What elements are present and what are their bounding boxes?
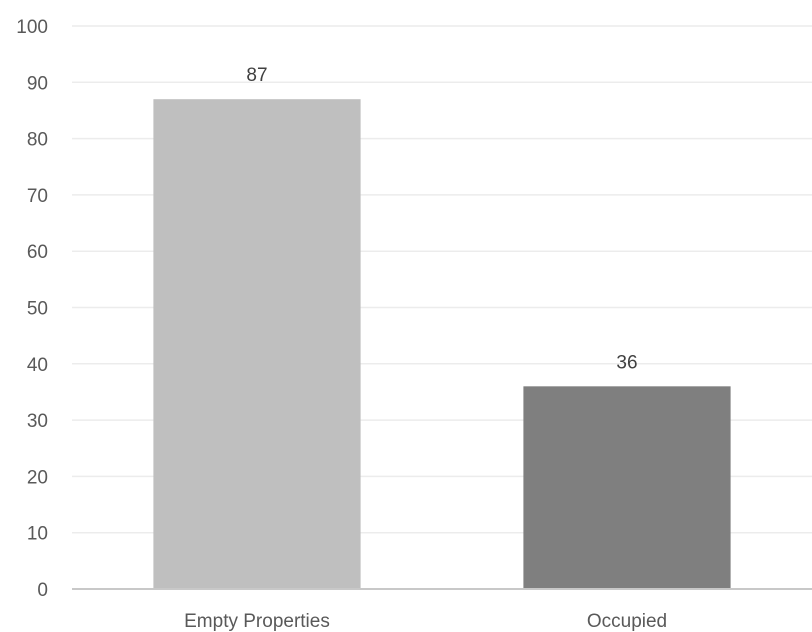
- y-tick-label-40: 40: [27, 355, 48, 376]
- y-tick-label-10: 10: [27, 524, 48, 545]
- data-label-occupied: 36: [616, 352, 637, 373]
- y-tick-label-0: 0: [37, 580, 48, 601]
- bar-occupied: [523, 386, 731, 589]
- bars: [153, 99, 731, 589]
- x-tick-label-empty-properties: Empty Properties: [184, 611, 330, 632]
- y-tick-label-20: 20: [27, 467, 48, 488]
- data-label-empty-properties: 87: [246, 65, 267, 86]
- data-labels: 87 36: [246, 65, 637, 373]
- x-axis-tick-labels: Empty Properties Occupied: [184, 611, 667, 632]
- y-axis-tick-labels: 0 10 20 30 40 50 60 70 80 90 100: [16, 17, 48, 601]
- y-tick-label-70: 70: [27, 186, 48, 207]
- y-tick-label-50: 50: [27, 299, 48, 320]
- y-tick-label-100: 100: [16, 17, 48, 38]
- y-tick-label-30: 30: [27, 411, 48, 432]
- y-tick-label-90: 90: [27, 73, 48, 94]
- x-tick-label-occupied: Occupied: [587, 611, 667, 632]
- y-tick-label-80: 80: [27, 130, 48, 151]
- bar-empty-properties: [153, 99, 361, 589]
- y-tick-label-60: 60: [27, 242, 48, 263]
